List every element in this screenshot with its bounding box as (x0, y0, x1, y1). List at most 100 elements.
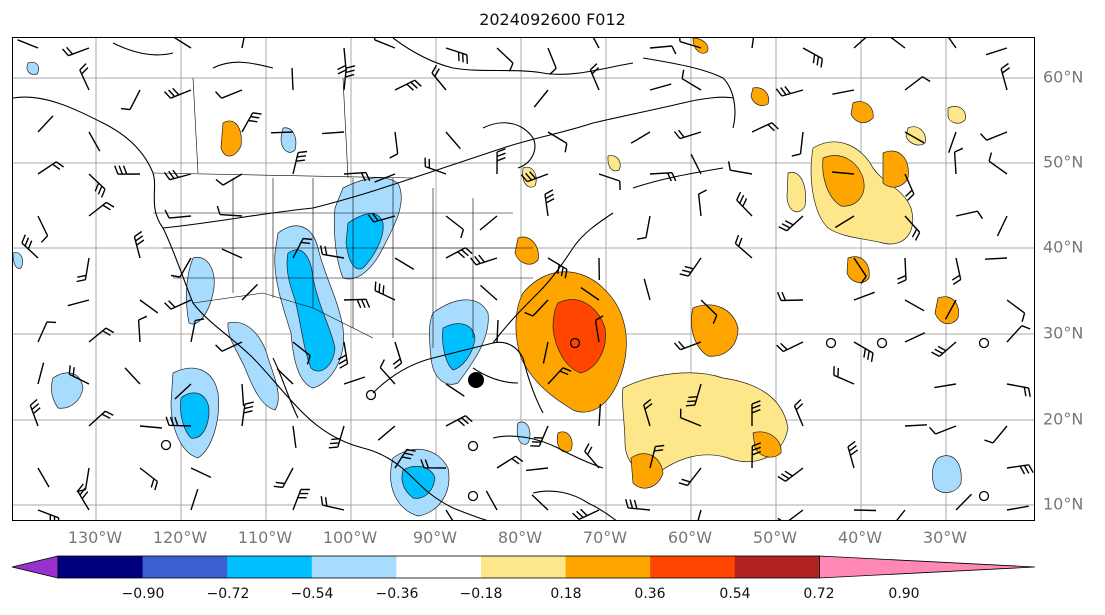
wind-barb (163, 169, 192, 181)
wind-barb (241, 112, 262, 133)
wind-barb (776, 341, 804, 353)
wind-barb (904, 424, 928, 427)
colorbar-tick: 0.36 (634, 586, 666, 602)
lon-label-110w: 110°W (237, 528, 293, 547)
wind-barb (469, 254, 498, 266)
wind-barb (445, 247, 473, 259)
wind-barb (190, 488, 199, 511)
wind-barb (547, 131, 568, 153)
wind-barb (496, 47, 514, 72)
wind-barb (777, 467, 804, 482)
wind-barb (241, 38, 245, 49)
lon-label-50w: 50°W (752, 528, 798, 547)
wind-barb (948, 131, 957, 153)
colorbar-tick: −0.90 (121, 586, 165, 602)
wind-barb (625, 499, 651, 511)
wind-barb (847, 440, 859, 469)
lat-label-40n: 40°N (1043, 237, 1084, 257)
lon-label-130w: 130°W (67, 528, 123, 547)
wind-barb (214, 89, 243, 99)
wind-barb (328, 425, 345, 449)
colorbar-segment (396, 556, 482, 578)
wind-barb (598, 173, 621, 191)
wind-barb (17, 39, 39, 49)
wind-barb (445, 415, 473, 427)
wind-barb (114, 165, 141, 175)
wind-barb (21, 234, 39, 259)
wind-barb (137, 315, 148, 343)
wind-barb (685, 383, 702, 407)
wind-barb (955, 493, 972, 511)
wind-barb (37, 215, 49, 243)
wind-barb (1006, 505, 1029, 511)
wind-barb (37, 321, 57, 343)
wind-barb (394, 257, 415, 270)
wind-barb (270, 131, 294, 134)
negative-anomaly-fills (13, 62, 962, 517)
colorbar-segments (11, 555, 1036, 579)
colorbar-tick: −0.18 (459, 586, 503, 602)
wind-barb (853, 341, 874, 363)
wind-barb (928, 425, 957, 435)
wind-barb (292, 488, 310, 511)
wind-barb (673, 129, 702, 140)
lon-label-60w: 60°W (667, 528, 713, 547)
wind-barb (88, 410, 114, 427)
wind-barb (643, 398, 653, 427)
lon-label-120w: 120°W (152, 528, 208, 547)
wind-barb (216, 205, 243, 217)
colorbar-segment (650, 556, 736, 578)
wind-barb (934, 383, 957, 389)
wind-barb (174, 383, 192, 400)
wind-barb (904, 76, 931, 91)
wind-barb (547, 47, 557, 76)
lon-label-40w: 40°W (837, 528, 883, 547)
wind-barb (431, 64, 447, 91)
map-canvas (13, 38, 1034, 520)
wind-barb (897, 257, 907, 285)
wind-barb (526, 467, 549, 472)
lon-label-30w: 30°W (922, 528, 968, 547)
wind-barb (374, 281, 396, 301)
wind-barb (319, 245, 345, 259)
wind-barb (700, 299, 718, 324)
wind-barb (598, 403, 602, 427)
wind-barb (190, 318, 205, 343)
colorbar-extend-max (819, 555, 1036, 579)
wind-barb (979, 131, 1008, 141)
wind-barb (215, 341, 243, 352)
wind-barb (547, 257, 568, 279)
wind-barb (343, 376, 366, 385)
wind-barb (164, 299, 192, 310)
wind-barb (572, 508, 600, 520)
wind-barb (337, 341, 349, 369)
lat-label-10n: 10°N (1043, 494, 1084, 514)
wind-barb (221, 248, 243, 259)
wind-barb (996, 215, 1008, 237)
wind-barb (343, 171, 371, 182)
wind-barb (480, 284, 498, 301)
wind-barb (931, 341, 957, 358)
wind-barb (751, 400, 761, 426)
wind-barb (679, 408, 702, 427)
wind-barb (139, 467, 159, 491)
wind-barb (533, 89, 549, 108)
wind-barb (37, 467, 50, 488)
wind-barb (679, 257, 702, 277)
wind-barb (88, 327, 115, 343)
wind-barb (88, 173, 106, 198)
borders (152, 77, 533, 348)
wind-barb (163, 87, 192, 99)
colorbar-tick: −0.72 (206, 586, 250, 602)
wind-barb (802, 47, 823, 68)
wind-barb (1006, 464, 1034, 475)
lat-label-60n: 60°N (1043, 67, 1084, 87)
colorbar-segment (311, 556, 397, 578)
coastlines (13, 38, 736, 520)
wind-barb (734, 234, 753, 259)
wind-barb (904, 131, 925, 144)
wind-barb (445, 47, 468, 64)
wind-barb (649, 45, 677, 55)
wind-barb (170, 257, 192, 278)
wind-barb (29, 398, 41, 427)
